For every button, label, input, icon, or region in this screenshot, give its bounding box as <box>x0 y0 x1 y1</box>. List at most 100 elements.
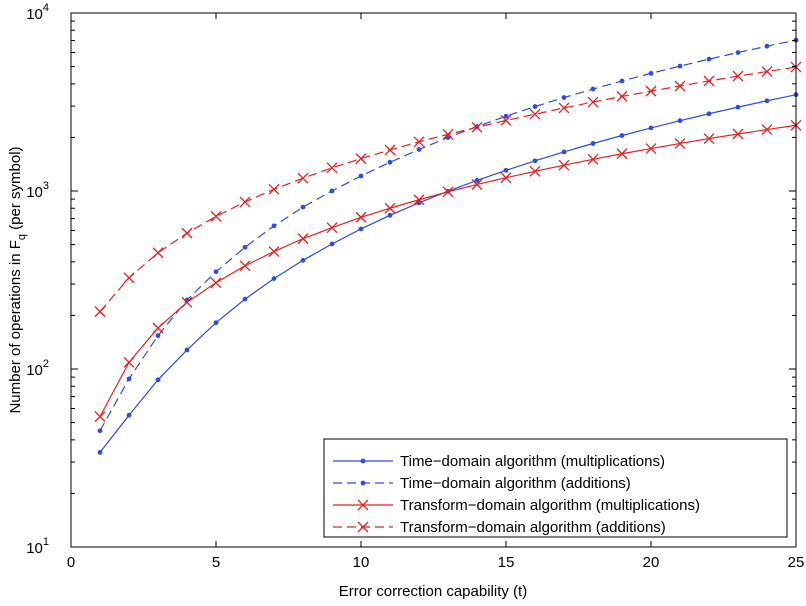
y-axis-label-sub: q <box>16 234 28 240</box>
legend-marker <box>357 521 369 533</box>
data-point <box>703 133 715 145</box>
data-point <box>500 172 512 184</box>
data-point <box>97 449 103 455</box>
legend-label: Time−domain algorithm (multiplications) <box>400 453 665 470</box>
data-point <box>587 153 599 165</box>
legend: Time−domain algorithm (multiplications) T… <box>323 438 788 538</box>
data-point <box>184 347 190 353</box>
x-tick-label: 0 <box>67 554 75 571</box>
data-point <box>674 80 686 92</box>
data-point <box>413 136 425 148</box>
y-tick-label: 102 <box>26 358 49 379</box>
data-point <box>358 173 364 179</box>
data-point <box>764 98 770 104</box>
data-point <box>329 188 335 194</box>
legend-label: Transform−domain algorithm (multiplicati… <box>400 497 700 514</box>
series-4 <box>94 61 802 318</box>
data-point <box>126 376 132 382</box>
data-point <box>152 247 164 259</box>
x-tick-label: 10 <box>353 554 370 571</box>
data-point <box>213 269 219 275</box>
data-point <box>268 246 280 257</box>
data-point <box>210 277 222 289</box>
legend-marker <box>357 499 369 511</box>
data-point <box>210 210 222 222</box>
data-point <box>271 276 277 282</box>
data-point <box>123 272 135 284</box>
data-point <box>590 86 596 92</box>
data-point <box>529 165 541 177</box>
data-point <box>442 128 454 140</box>
data-point <box>677 63 683 69</box>
x-tick-label: 20 <box>643 554 660 571</box>
data-point <box>297 233 309 245</box>
data-point <box>355 211 367 223</box>
data-point <box>761 124 773 136</box>
axes-box <box>70 12 797 548</box>
data-point <box>561 149 567 155</box>
data-point <box>442 186 454 198</box>
data-point <box>155 333 161 339</box>
data-point <box>616 148 628 160</box>
data-point <box>181 227 193 239</box>
y-axis-label: Number of operations in Fq (per symbol) <box>7 146 28 413</box>
y-axis-label-tail: (per symbol) <box>7 146 24 234</box>
data-point <box>94 411 106 423</box>
x-tick-label: 15 <box>498 554 515 571</box>
legend-marker <box>360 480 366 486</box>
data-point <box>123 356 135 368</box>
data-point <box>645 143 657 154</box>
data-point <box>503 113 509 119</box>
data-point <box>558 159 570 171</box>
data-point <box>587 96 599 108</box>
legend-marker <box>360 458 366 464</box>
data-point <box>529 108 541 120</box>
data-point <box>213 320 219 326</box>
data-point <box>242 296 248 302</box>
data-point <box>300 204 306 210</box>
data-point <box>619 133 625 138</box>
data-point <box>561 95 567 100</box>
data-point <box>732 128 744 140</box>
data-point <box>387 212 393 218</box>
legend-box <box>323 438 788 538</box>
data-point <box>674 137 686 149</box>
data-point <box>181 296 193 308</box>
y-axis-label-main: Number of operations in F <box>7 240 24 413</box>
data-point <box>326 162 338 174</box>
data-point <box>94 306 106 318</box>
data-point <box>416 147 422 152</box>
data-point <box>384 202 396 214</box>
data-point <box>358 226 364 232</box>
data-point <box>474 177 480 183</box>
data-point <box>706 56 712 62</box>
data-point <box>355 153 367 165</box>
data-point <box>619 78 625 84</box>
data-point <box>329 241 335 247</box>
y-tick-label: 104 <box>26 2 49 23</box>
data-point <box>155 377 161 383</box>
data-point <box>677 118 683 124</box>
data-point <box>384 144 396 156</box>
data-point <box>532 104 538 109</box>
data-point <box>648 125 654 131</box>
data-point <box>152 322 164 334</box>
data-point <box>471 121 483 133</box>
data-point <box>648 70 654 76</box>
series-2 <box>97 37 799 434</box>
data-point <box>471 179 483 190</box>
data-point <box>500 115 512 126</box>
data-point <box>706 111 712 117</box>
data-point <box>735 50 741 55</box>
data-point <box>239 260 251 272</box>
series-layer <box>94 37 802 455</box>
data-point <box>97 428 103 434</box>
data-point <box>326 222 338 234</box>
data-point <box>703 75 715 87</box>
data-point <box>239 196 251 208</box>
y-tick-label: 103 <box>26 180 49 201</box>
data-point <box>297 172 309 184</box>
y-tick-label: 101 <box>26 536 49 557</box>
data-point <box>590 141 596 146</box>
